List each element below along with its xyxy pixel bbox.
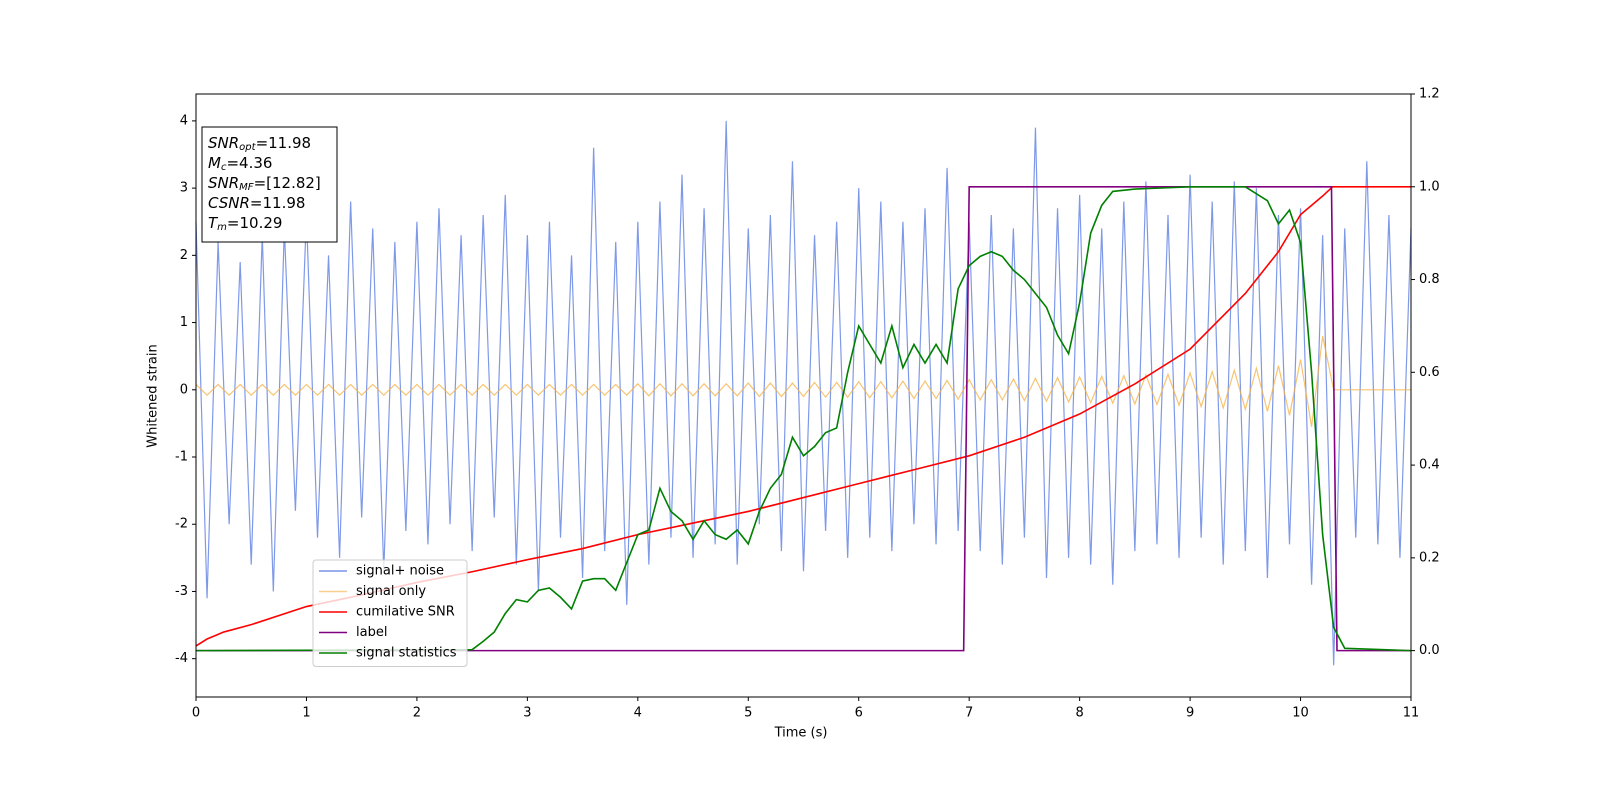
series-line [195, 185, 1412, 652]
y2-tick-label: 0.4 [1419, 458, 1440, 473]
x-tick-label: 3 [523, 706, 531, 721]
legend-box [312, 559, 468, 667]
y-tick-label: 3 [180, 181, 188, 196]
annotation: Tm=10.29 [208, 214, 282, 234]
series-line [195, 335, 1411, 427]
x-tick-label: 6 [855, 706, 863, 721]
annotation-subscript: opt [239, 142, 256, 153]
annotation-value: =11.98 [256, 134, 312, 152]
annotation-subscript: c [221, 162, 227, 173]
annotation-symbol: SNR [208, 134, 239, 152]
plot-frame [195, 93, 1412, 698]
y2-tick-label: 1.0 [1419, 179, 1440, 194]
legend-label: label [356, 625, 387, 640]
series-line [195, 120, 1412, 666]
y-tick-label: -4 [175, 651, 188, 666]
y2-tick-label: 0.8 [1419, 272, 1440, 287]
legend-label: cumilative SNR [356, 605, 455, 620]
annotation-symbol: CSNR [208, 194, 250, 212]
y2-tick-label: 0.6 [1419, 365, 1440, 380]
y-tick-label: -1 [175, 450, 188, 465]
x-axis-label: Time (s) [774, 726, 828, 741]
y-tick-label: 2 [180, 248, 188, 263]
y-tick-label: -3 [175, 584, 188, 599]
x-tick-label: 2 [413, 706, 421, 721]
annotation-box [201, 126, 338, 243]
x-tick-label: 9 [1186, 706, 1194, 721]
annotation-symbol: SNR [208, 174, 239, 192]
x-tick-label: 4 [634, 706, 642, 721]
annotation-value: =11.98 [250, 194, 306, 212]
x-tick-label: 11 [1403, 706, 1420, 721]
x-tick-label: 0 [192, 706, 200, 721]
y2-tick-label: 0.2 [1419, 550, 1440, 565]
y2-tick-label: 0.0 [1419, 643, 1440, 658]
x-tick-label: 1 [302, 706, 310, 721]
x-tick-label: 7 [965, 706, 973, 721]
annotation-subscript: m [217, 222, 227, 233]
y-tick-label: -2 [175, 517, 188, 532]
x-tick-label: 8 [1075, 706, 1083, 721]
y-axis-label: Whitened strain [146, 344, 161, 447]
y-tick-label: 0 [180, 382, 188, 397]
annotation: SNRopt=11.98 [208, 134, 311, 154]
annotation-value: =10.29 [227, 214, 283, 232]
annotation-value: =[12.82] [254, 174, 321, 192]
annotation: SNRMF=[12.82] [208, 174, 321, 194]
series-line [196, 185, 1411, 652]
x-tick-label: 5 [744, 706, 752, 721]
annotation-symbol: M [208, 154, 221, 172]
legend-label: signal+ noise [356, 564, 444, 579]
annotation: CSNR=11.98 [208, 194, 305, 212]
annotation-subscript: MF [239, 182, 254, 193]
y-tick-label: 4 [180, 113, 188, 128]
legend-label: signal statistics [356, 646, 457, 661]
annotation-symbol: T [208, 214, 219, 232]
annotation: Mc=4.36 [208, 154, 272, 174]
y-tick-label: 1 [180, 315, 188, 330]
y2-tick-label: 1.2 [1419, 87, 1440, 102]
annotation-value: =4.36 [226, 154, 272, 172]
legend-label: signal only [356, 584, 426, 599]
x-tick-label: 10 [1292, 706, 1309, 721]
